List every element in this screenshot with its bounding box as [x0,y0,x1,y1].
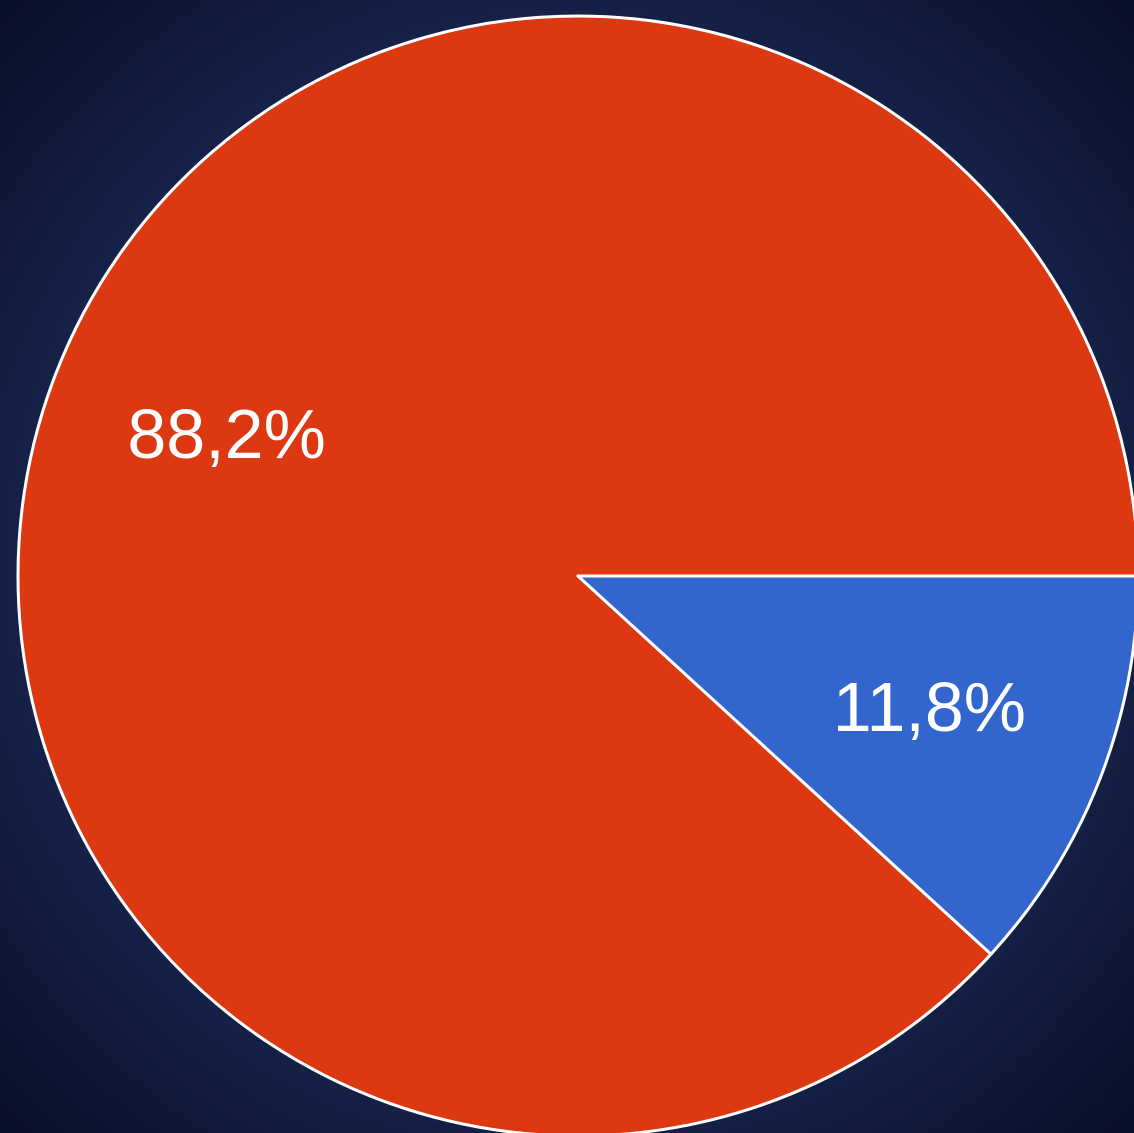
slice-label: 88,2% [127,395,325,473]
pie [16,14,1134,1133]
pie-slice [16,14,1134,1133]
pie-labels: 88,2% 11,8% [127,395,1026,746]
slice-label: 11,8% [833,668,1026,746]
pie-slice [576,574,1134,956]
